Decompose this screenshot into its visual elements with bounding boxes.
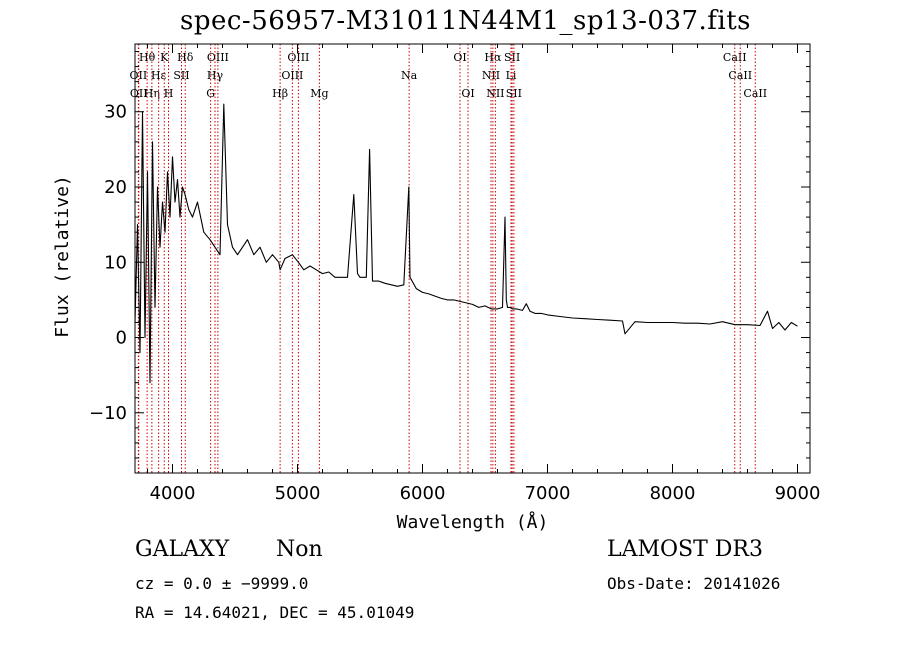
spectral-line-label: NII: [482, 69, 500, 82]
plot-frame: [134, 43, 811, 474]
spectral-line-label: G: [206, 87, 215, 100]
y-tick-label: 20: [104, 177, 127, 198]
observation-date: Obs-Date: 20141026: [607, 574, 781, 593]
spectral-line-label: OI: [461, 87, 474, 100]
spectral-line-label: OIII: [287, 51, 309, 64]
y-tick-label: −10: [89, 403, 127, 424]
spectral-line-label: CaII: [728, 69, 752, 82]
x-axis-label: Wavelength (Å): [397, 511, 549, 533]
spectral-line-label: Na: [401, 69, 418, 82]
spectral-line-label: NII: [486, 87, 504, 100]
spectral-line-label: SII: [506, 87, 522, 100]
spectral-line-label: Hγ: [207, 69, 224, 82]
x-tick-label: 8000: [650, 483, 696, 504]
spectral-class: GALAXY: [135, 537, 230, 562]
spectral-line-label: Mg: [310, 87, 328, 100]
spectral-line-label: Hθ: [139, 51, 156, 64]
spectral-line-label: SII: [504, 51, 520, 64]
spectral-line-label: OIII: [207, 51, 229, 64]
x-tick-label: 6000: [400, 483, 446, 504]
spectral-line-label: K: [160, 51, 169, 64]
spectral-line-label: Li: [506, 69, 517, 82]
spectral-line-label: Hα: [484, 51, 502, 64]
spectral-line-label: Hδ: [177, 51, 194, 64]
x-tick-label: 5000: [275, 483, 321, 504]
spectral-line-label: SII: [173, 69, 189, 82]
x-tick-label: 4000: [150, 483, 196, 504]
x-tick-label: 9000: [775, 483, 821, 504]
y-tick-label: 0: [116, 328, 127, 349]
spectrum-flux-line: [134, 103, 798, 384]
spectral-line-label: Hε: [151, 69, 167, 82]
spectral-line-label: OI: [453, 51, 466, 64]
spectral-line-label: CaII: [743, 87, 767, 100]
y-tick-label: 10: [104, 252, 127, 273]
spectral-line-label: OIII: [281, 69, 303, 82]
spectral-line-label: Hβ: [272, 87, 288, 100]
coordinates-readout: RA = 14.64021, DEC = 45.01049: [135, 603, 415, 622]
spectral-line-label: CaII: [723, 51, 747, 64]
x-tick-label: 7000: [525, 483, 571, 504]
survey-name: LAMOST DR3: [607, 537, 763, 562]
chart-title: spec-56957-M31011N44M1_sp13-037.fits: [180, 6, 752, 36]
spectral-subclass: Non: [276, 537, 323, 562]
y-axis-label: Flux (relative): [52, 175, 73, 338]
spectral-line-label: H: [164, 87, 174, 100]
y-tick-label: 30: [104, 102, 127, 123]
spectral-line-label: OII: [130, 87, 148, 100]
spectral-line-label: Hη: [144, 87, 160, 100]
redshift-readout: cz = 0.0 ± −9999.0: [135, 574, 309, 593]
